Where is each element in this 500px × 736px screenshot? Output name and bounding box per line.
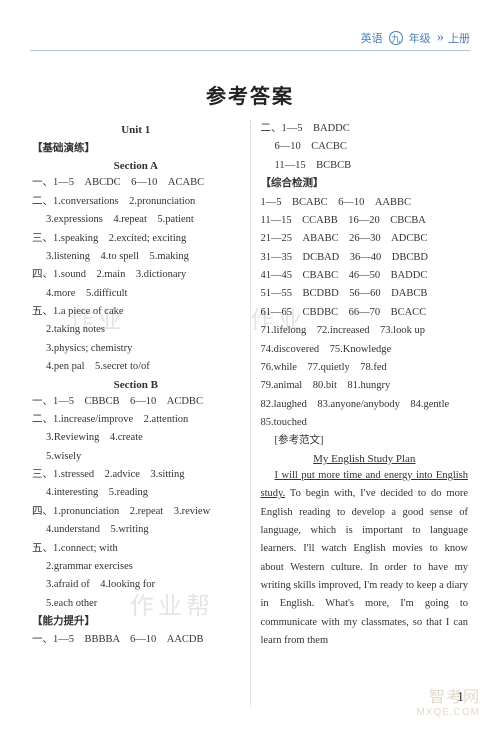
section-b-title: Section B bbox=[32, 379, 240, 391]
answer-line: 11—15 BCBCB bbox=[261, 157, 469, 175]
answer-line: 76.while 77.quietly 78.fed bbox=[261, 359, 469, 377]
answer-line: 31—35 DCBAD 36—40 DBCBD bbox=[261, 249, 469, 267]
answer-line: 5.each other bbox=[32, 595, 240, 613]
answer-line: 4.understand 5.writing bbox=[32, 521, 240, 539]
answer-line: 6—10 CACBC bbox=[261, 138, 469, 156]
brand-en: MXQE.COM bbox=[416, 707, 480, 718]
essay-title: My English Study Plan bbox=[261, 453, 469, 465]
answer-line: 74.discovered 75.Knowledge bbox=[261, 341, 469, 359]
answer-line: 四、1.pronunciation 2.repeat 3.review bbox=[32, 503, 240, 521]
answer-line: 3.Reviewing 4.create bbox=[32, 429, 240, 447]
answer-line: 11—15 CCABB 16—20 CBCBA bbox=[261, 212, 469, 230]
answer-line: 71.lifelong 72.increased 73.look up bbox=[261, 322, 469, 340]
answer-line: 2.taking notes bbox=[32, 321, 240, 339]
answer-line: 三、1.speaking 2.excited; exciting bbox=[32, 230, 240, 248]
left-column: Unit 1 【基础演练】 Section A 一、1—5 ABCDC 6—10… bbox=[32, 120, 251, 706]
answer-line: 3.expressions 4.repeat 5.patient bbox=[32, 211, 240, 229]
answer-line: 一、1—5 CBBCB 6—10 ACDBC bbox=[32, 393, 240, 411]
answer-line: 21—25 ABABC 26—30 ADCBC bbox=[261, 230, 469, 248]
section-label-comprehensive: 【综合检测】 bbox=[261, 175, 469, 193]
header-subject: 英语 bbox=[361, 30, 383, 46]
answer-line: 61—65 CBDBC 66—70 BCACC bbox=[261, 304, 469, 322]
section-label-basic: 【基础演练】 bbox=[32, 140, 240, 158]
answer-line: 一、1—5 ABCDC 6—10 ACABC bbox=[32, 174, 240, 192]
chevron-icon: ›› bbox=[437, 30, 442, 46]
answer-line: 1—5 BCABC 6—10 AABBC bbox=[261, 194, 469, 212]
answer-line: 4.more 5.difficult bbox=[32, 285, 240, 303]
answer-line: 三、1.stressed 2.advice 3.sitting bbox=[32, 466, 240, 484]
answer-line: 四、1.sound 2.main 3.dictionary bbox=[32, 266, 240, 284]
answer-line: 3.afraid of 4.looking for bbox=[32, 576, 240, 594]
answer-line: 二、1—5 BADDC bbox=[261, 120, 469, 138]
answer-line: 79.animal 80.bit 81.hungry bbox=[261, 377, 469, 395]
answer-line: 2.grammar exercises bbox=[32, 558, 240, 576]
answer-line: 5.wisely bbox=[32, 448, 240, 466]
section-label-enhance: 【能力提升】 bbox=[32, 613, 240, 631]
answer-line: 五、1.connect; with bbox=[32, 540, 240, 558]
answer-line: 二、1.increase/improve 2.attention bbox=[32, 411, 240, 429]
page-header: 英语 九 年级 ›› 上册 bbox=[361, 30, 470, 46]
answer-line: 82.laughed 83.anyone/anybody 84.gentle bbox=[261, 396, 469, 414]
answer-line: 4.pen pal 5.secret to/of bbox=[32, 358, 240, 376]
answer-line: 二、1.conversations 2.pronunciation bbox=[32, 193, 240, 211]
header-rule bbox=[30, 50, 470, 51]
answer-line: 3.listening 4.to spell 5.making bbox=[32, 248, 240, 266]
answer-line: 4.interesting 5.reading bbox=[32, 484, 240, 502]
page-title: 参考答案 bbox=[0, 80, 500, 109]
grade-circle: 九 bbox=[389, 31, 403, 45]
header-volume: 上册 bbox=[448, 30, 470, 46]
answer-line: 51—55 BCDBD 56—60 DABCB bbox=[261, 285, 469, 303]
answer-line: 一、1—5 BBBBA 6—10 AACDB bbox=[32, 631, 240, 649]
page-number: 1 bbox=[457, 690, 464, 706]
answer-line: 3.physics; chemistry bbox=[32, 340, 240, 358]
answer-line: 五、1.a piece of cake bbox=[32, 303, 240, 321]
content-columns: Unit 1 【基础演练】 Section A 一、1—5 ABCDC 6—10… bbox=[32, 120, 468, 706]
unit-title: Unit 1 bbox=[32, 124, 240, 136]
sample-label: [参考范文] bbox=[261, 432, 469, 450]
header-grade-suffix: 年级 bbox=[409, 30, 431, 46]
section-a-title: Section A bbox=[32, 160, 240, 172]
essay-rest: To begin with, I've decided to do more E… bbox=[261, 488, 469, 646]
right-column: 二、1—5 BADDC 6—10 CACBC 11—15 BCBCB 【综合检测… bbox=[251, 120, 469, 706]
essay-body: I will put more time and energy into Eng… bbox=[261, 467, 469, 651]
answer-line: 85.touched bbox=[261, 414, 469, 432]
answer-line: 41—45 CBABC 46—50 BADDC bbox=[261, 267, 469, 285]
